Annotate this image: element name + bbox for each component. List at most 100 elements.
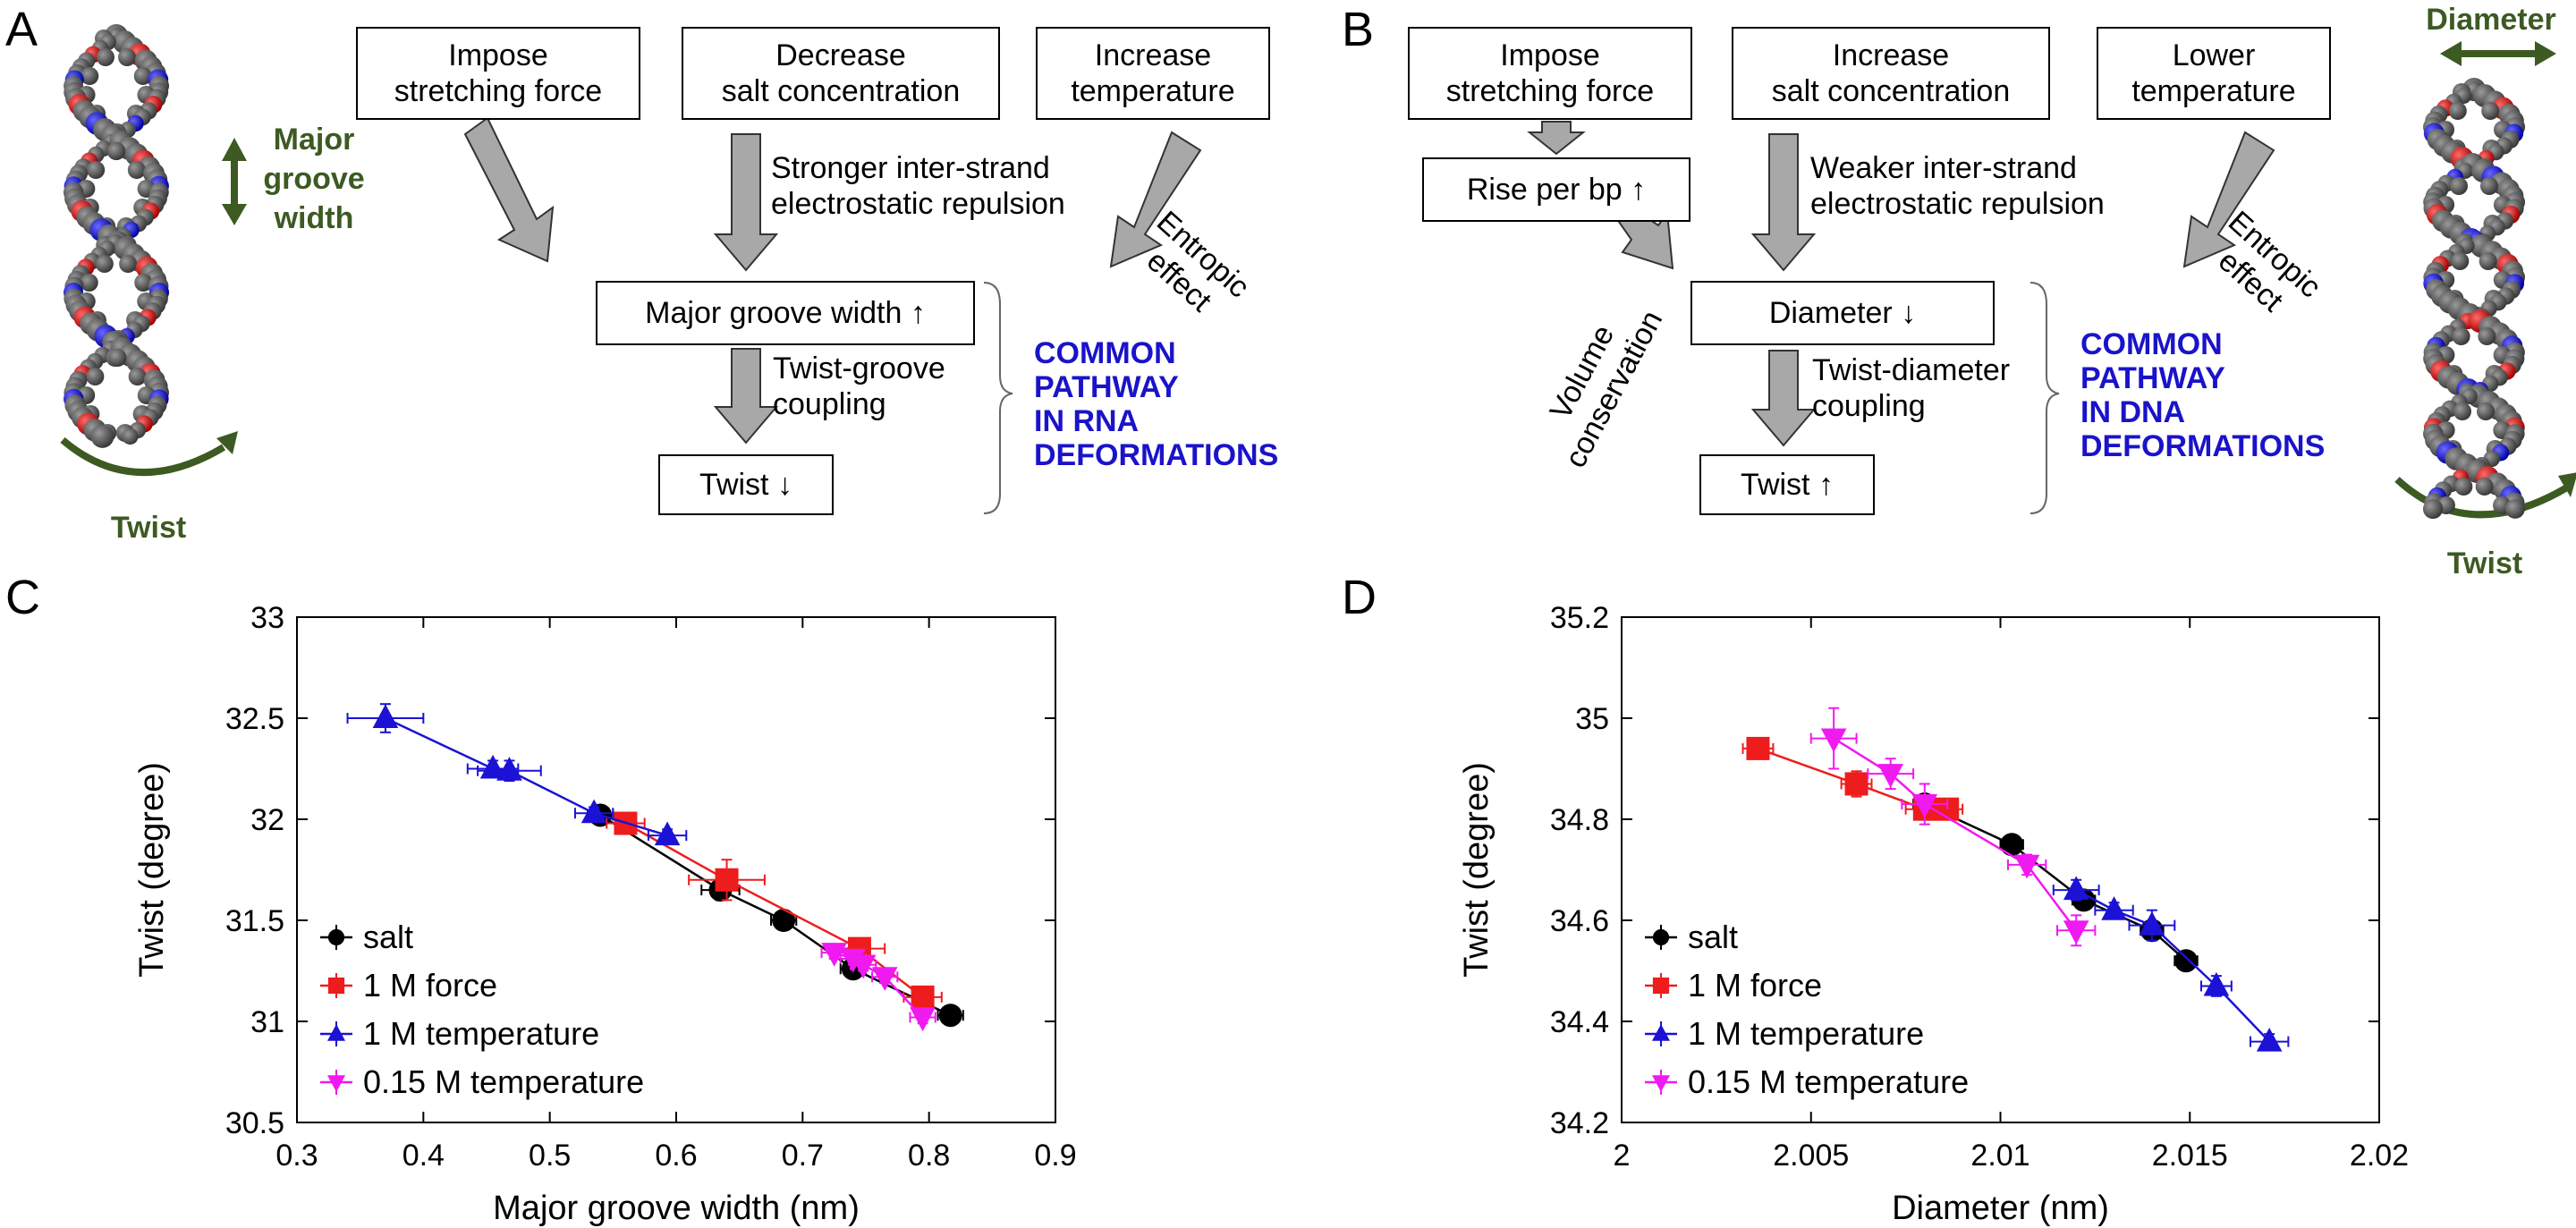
legend-label: 0.15 M temperature	[1688, 1063, 1969, 1100]
label-a-repulsion-line2: electrostatic repulsion	[771, 187, 1065, 221]
x-tick-label: 0.6	[655, 1139, 697, 1173]
x-tick-label: 2.015	[2152, 1139, 2228, 1173]
y-tick-label: 34.6	[1550, 904, 1609, 938]
helix-a-groove-line2: groove	[263, 162, 365, 196]
legend-label: salt	[1688, 919, 1738, 955]
data-point	[1911, 794, 1938, 818]
box-b-force-line1: Impose	[1500, 38, 1600, 72]
y-tick-label: 33	[250, 601, 284, 635]
y-axis-label: Twist (degree)	[1458, 762, 1496, 978]
legend-label: salt	[363, 919, 413, 955]
block-arrows-a	[463, 116, 1202, 445]
data-point	[850, 954, 877, 979]
legend-label: 1 M force	[363, 967, 497, 1004]
x-tick-label: 0.4	[402, 1139, 445, 1173]
pathway-a-line4: DEFORMATIONS	[1034, 438, 1279, 472]
data-point	[2256, 1028, 2283, 1052]
helix-atom	[2422, 498, 2444, 520]
helix-atom	[2479, 177, 2498, 195]
data-point	[654, 821, 681, 846]
helix-atom	[128, 368, 147, 385]
series-1-m-temperature	[346, 703, 688, 846]
label-a-coupling-line1: Twist-groove	[773, 351, 945, 385]
diameter-arrow-b	[2440, 41, 2556, 66]
helix-atom	[80, 274, 98, 292]
data-point	[2063, 920, 2089, 944]
legend: salt 1 M force 1 M temperature 0.15 M tempe…	[1645, 919, 1969, 1100]
twist-arrow-a	[60, 431, 238, 477]
data-point	[2000, 833, 2024, 857]
box-a-temp-line2: temperature	[1071, 74, 1235, 108]
box-b-diameter: Diameter ↓	[1690, 281, 1995, 345]
helix-atom	[2479, 252, 2497, 270]
helix-a-twist-label: Twist	[110, 511, 187, 545]
arrow-b-salt	[1750, 133, 1817, 272]
label-b-repulsion-line2: electrostatic repulsion	[1810, 187, 2105, 221]
legend-marker	[1651, 1024, 1671, 1041]
pathway-b-line3: IN DNA	[2080, 395, 2186, 429]
helix-atom	[2452, 327, 2470, 345]
helix-atom	[2453, 402, 2471, 420]
arrow-a-salt	[713, 133, 779, 272]
helix-atom	[133, 67, 152, 85]
helix-atom	[2481, 102, 2500, 120]
data-point	[911, 985, 935, 1009]
x-tick-label: 0.9	[1034, 1139, 1076, 1173]
box-a-groove-text: Major groove width ↑	[645, 296, 926, 330]
data-point	[772, 909, 796, 932]
data-point	[2174, 949, 2199, 973]
helix-atom	[2477, 402, 2496, 420]
data-point	[821, 943, 847, 967]
twist-arrow-b	[2394, 472, 2576, 519]
arrow-a-coupling	[713, 348, 779, 445]
box-b-diameter-text: Diameter ↓	[1768, 296, 1917, 330]
data-point	[1844, 772, 1868, 796]
label-b-repulsion-line1: Weaker inter-strand	[1810, 151, 2077, 185]
rna-helix-image	[63, 24, 170, 448]
panel-letter-c: C	[5, 571, 40, 624]
legend-label: 1 M temperature	[363, 1015, 599, 1052]
y-tick-label: 35	[1575, 702, 1609, 736]
box-a-twist-text: Twist ↓	[699, 468, 792, 502]
data-point	[2203, 971, 2230, 996]
pathway-b-line1: COMMON	[2080, 327, 2223, 361]
data-point	[2063, 876, 2089, 901]
arrow-b-coupling	[1750, 350, 1817, 447]
arrow-b-temp	[2182, 131, 2275, 268]
chart-d: D 2 2.005 2.01 2.015 2.02 34.2 34.4 34.6 34.8 35 35…	[1342, 571, 2409, 1227]
helix-atom	[108, 349, 127, 367]
box-b-rise: Rise per bp ↑	[1422, 157, 1690, 222]
panel-letter-d: D	[1342, 571, 1377, 624]
helix-atom	[127, 161, 146, 179]
groove-arrow-a	[222, 138, 247, 225]
legend-marker	[1652, 977, 1670, 995]
pathway-a-line2: PATHWAY	[1034, 370, 1179, 404]
helix-atom	[2454, 478, 2473, 495]
y-tick-label: 34.4	[1550, 1005, 1609, 1039]
data-point	[1877, 764, 1903, 788]
x-axis-label: Diameter (nm)	[1892, 1190, 2109, 1227]
box-a-salt-line1: Decrease	[775, 38, 906, 72]
y-tick-label: 30.5	[225, 1106, 284, 1140]
data-point	[1746, 736, 1770, 760]
data-point	[2139, 911, 2165, 936]
helix-a-groove-label: Major groove width	[256, 120, 372, 238]
label-a-coupling: Twist-groove coupling	[773, 351, 945, 422]
legend: salt 1 M force 1 M temperature 0.15 M tempe…	[320, 919, 644, 1100]
arrow-a-temp	[1109, 131, 1202, 268]
helix-atom	[119, 255, 138, 273]
pathway-b-line4: DEFORMATIONS	[2080, 429, 2326, 463]
data-point	[580, 799, 607, 824]
legend-label: 0.15 M temperature	[363, 1063, 644, 1100]
helix-atom	[96, 48, 114, 66]
box-a-major-groove: Major groove width ↑	[596, 281, 975, 345]
helix-a-groove-line1: Major	[273, 123, 355, 157]
brace-b	[2029, 282, 2060, 514]
helix-atom	[2450, 177, 2469, 195]
label-b-coupling-line2: coupling	[1812, 389, 1926, 423]
box-a-temp-line1: Increase	[1094, 38, 1212, 72]
legend-marker	[327, 928, 345, 946]
pathway-b-label: COMMON PATHWAY IN DNA DEFORMATIONS	[2080, 327, 2325, 463]
helix-atom	[2448, 102, 2467, 120]
